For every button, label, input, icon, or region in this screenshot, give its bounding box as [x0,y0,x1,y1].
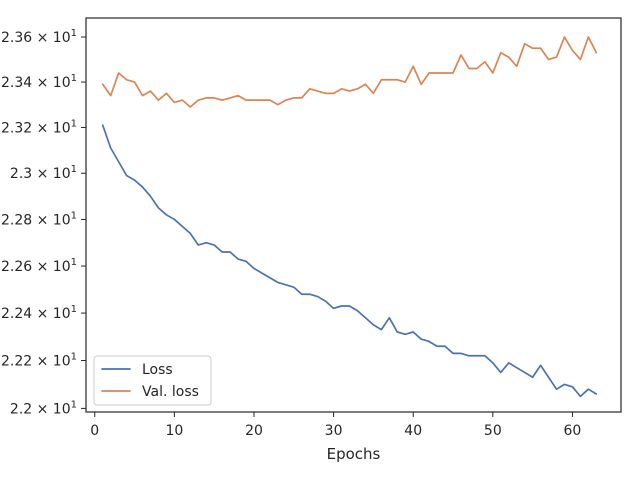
y-tick-label-exponent: 1 [71,352,77,363]
x-tick-label: 40 [404,423,422,439]
y-tick-label-exponent: 1 [71,304,77,315]
x-tick-label: 30 [325,423,343,439]
y-tick-label: 2.28 × 101 [1,210,77,228]
y-tick-label: 2.26 × 101 [1,257,77,275]
legend-label-0: Loss [142,362,173,378]
y-tick-label: 2.36 × 101 [1,28,77,46]
plot-frame [85,17,622,413]
y-tick-label-base: 2.32 × 10 [1,120,71,136]
y-tick-label: 2.3 × 101 [10,164,77,182]
y-tick-label-exponent: 1 [71,257,77,268]
y-tick-label-base: 2.2 × 10 [10,401,71,417]
y-tick-label-base: 2.3 × 10 [10,166,71,182]
x-tick-label: 20 [245,423,263,439]
series-layer [101,36,598,398]
y-tick-label-exponent: 1 [71,164,77,175]
y-tick-label-base: 2.28 × 10 [1,212,71,228]
x-tick-label: 0 [90,423,99,439]
y-tick-label-base: 2.26 × 10 [1,259,71,275]
y-tick-label: 2.24 × 101 [1,304,77,322]
x-tick-label: 60 [564,423,582,439]
x-axis-label: Epochs [327,445,381,463]
y-tick-label-base: 2.22 × 10 [1,354,71,370]
y-tick-label-base: 2.24 × 10 [1,306,71,322]
series-line-1 [101,36,598,108]
y-tick-label-base: 2.36 × 10 [1,30,71,46]
y-tick-label-exponent: 1 [71,210,77,221]
series-line-0 [101,124,598,398]
y-tick-label-exponent: 1 [71,399,77,410]
y-tick-label: 2.32 × 101 [1,118,77,136]
x-tick-label: 10 [165,423,183,439]
y-tick-label-exponent: 1 [71,118,77,129]
y-tick-label-base: 2.34 × 10 [1,75,71,91]
x-axis-ticks: 0 10 20 30 40 50 60 [90,412,581,439]
legend-label-1: Val. loss [142,384,199,400]
y-tick-label: 2.34 × 101 [1,73,77,91]
y-tick-label-exponent: 1 [71,28,77,39]
y-tick-label: 2.22 × 101 [1,352,77,370]
y-tick-label-exponent: 1 [71,73,77,84]
y-tick-label: 2.2 × 101 [10,399,77,417]
x-tick-label: 50 [484,423,502,439]
legend: Loss Val. loss [93,355,212,406]
